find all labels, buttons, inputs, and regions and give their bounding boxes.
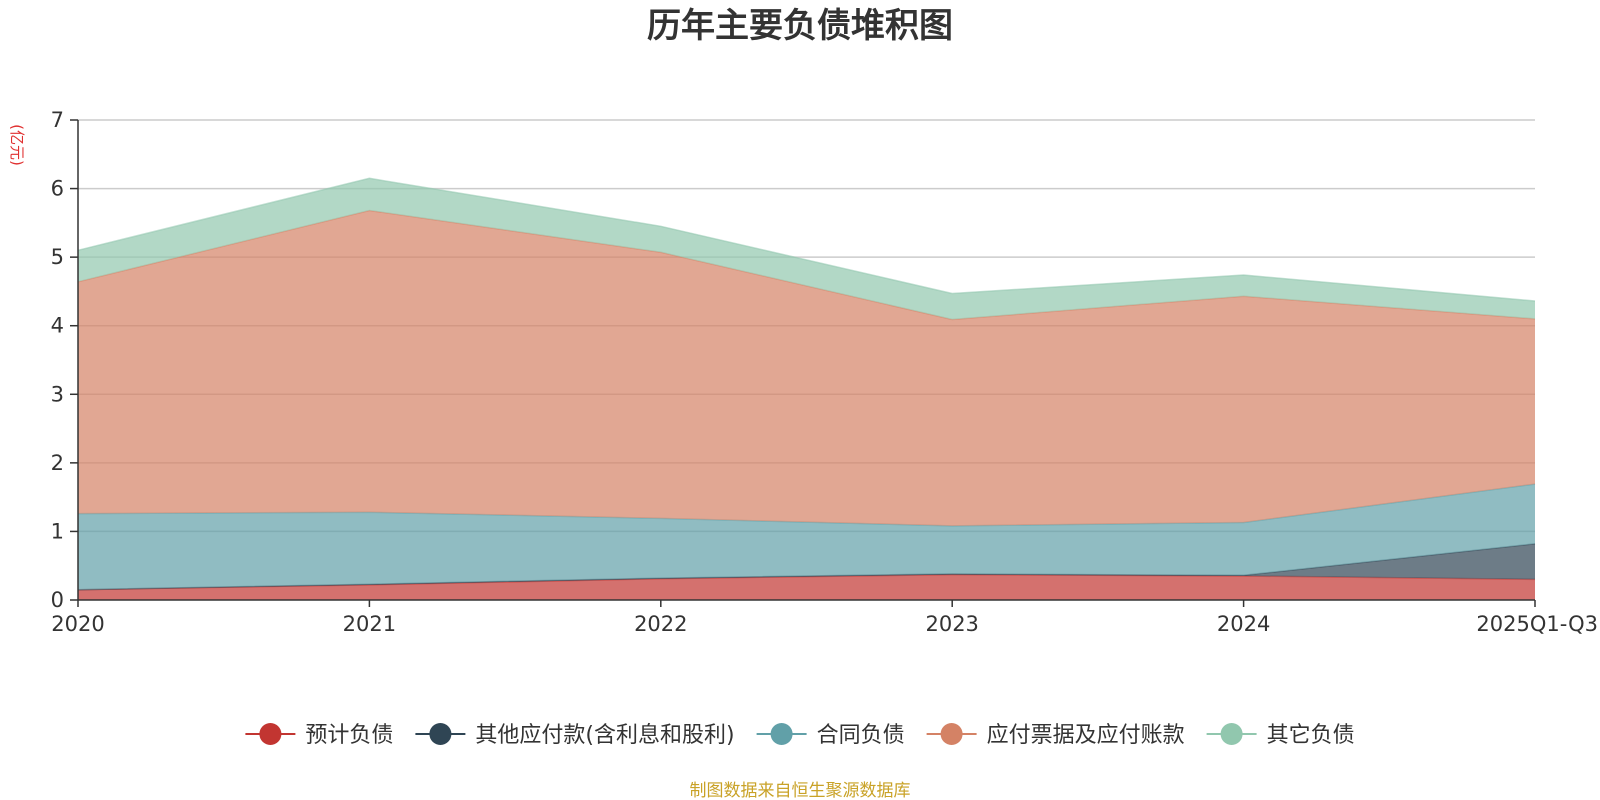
area-series-4 [78, 178, 1535, 320]
y-tick-label: 4 [51, 314, 64, 338]
unit-label: (亿元) [8, 124, 26, 166]
x-tick-label: 2020 [51, 612, 104, 636]
legend-marker [770, 723, 793, 745]
legend-label: 其它负债 [1267, 723, 1355, 748]
chart-title: 历年主要负债堆积图 [647, 6, 953, 46]
y-tick-label: 3 [51, 382, 64, 406]
area-series-2 [78, 484, 1535, 590]
x-tick-label: 2022 [634, 612, 687, 636]
legend-item[interactable]: 其他应付款(含利息和股利) [415, 723, 735, 748]
y-tick-label: 6 [51, 177, 64, 201]
legend-label: 应付票据及应付账款 [987, 723, 1185, 748]
area-series-3 [78, 210, 1535, 526]
y-tick-label: 2 [51, 451, 64, 475]
x-tick-label: 2025Q1-Q3 [1476, 612, 1598, 636]
legend-item[interactable]: 其它负债 [1206, 723, 1355, 748]
y-tick-label: 1 [51, 519, 64, 543]
legend-item[interactable]: 预计负债 [245, 723, 393, 748]
y-tick-label: 7 [51, 108, 64, 132]
area-line-4 [77, 177, 1536, 302]
legend-marker [1220, 723, 1243, 745]
legend-label: 预计负债 [305, 723, 393, 748]
y-tick-label: 5 [51, 245, 64, 269]
legend-marker [429, 723, 452, 745]
legend-label: 合同负债 [817, 723, 905, 748]
x-tick-label: 2023 [925, 612, 978, 636]
legend-item[interactable]: 合同负债 [756, 723, 905, 748]
axes: 0 1 2 3 4 5 6 7 2020 2021 2022 2023 2024 2025Q1-Q3 [51, 108, 1598, 636]
legend: 预计负债 其他应付款(含利息和股利) 合同负债 应付票据及应付账款 其它负债 [245, 723, 1355, 748]
legend-marker [259, 723, 282, 745]
legend-item[interactable]: 应付票据及应付账款 [926, 723, 1185, 748]
legend-marker [940, 723, 963, 745]
plot-area [77, 177, 1536, 600]
area-series-0 [78, 574, 1535, 600]
source-note: 制图数据来自恒生聚源数据库 [690, 781, 911, 800]
x-tick-label: 2024 [1217, 612, 1270, 636]
x-tick-label: 2021 [343, 612, 396, 636]
y-tick-label: 0 [51, 588, 64, 612]
legend-label: 其他应付款(含利息和股利) [475, 723, 734, 748]
